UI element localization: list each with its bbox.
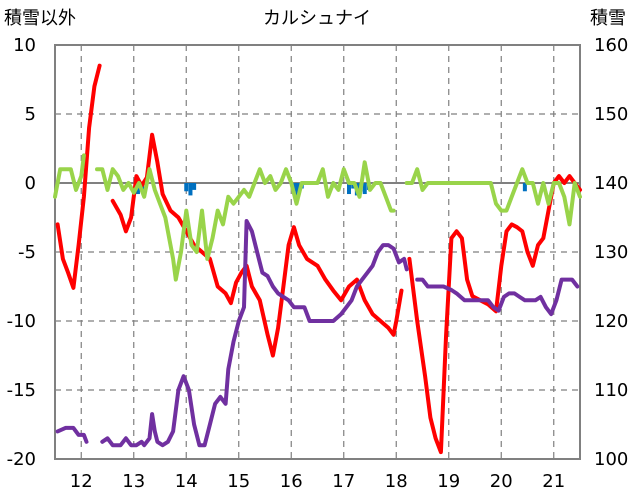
y-tick-label-right: 160 — [594, 35, 628, 56]
x-tick-label: 12 — [70, 471, 93, 492]
series-line-2 — [53, 153, 86, 199]
x-tick-label: 15 — [227, 471, 250, 492]
snow-bar — [347, 183, 351, 195]
x-tick-label: 19 — [437, 471, 460, 492]
left-axis-label: 積雪以外 — [4, 8, 76, 29]
plot-area-frame — [54, 44, 581, 460]
x-tick-label: 21 — [542, 471, 565, 492]
series-line-2 — [404, 167, 582, 227]
series-line-1 — [55, 63, 102, 290]
x-tick-label: 13 — [122, 471, 145, 492]
snow-bar — [188, 183, 193, 196]
series-line-1 — [407, 174, 582, 455]
snow-bar — [351, 183, 356, 189]
y-tick-label-right: 150 — [594, 104, 628, 125]
y-tick-label-left: -5 — [18, 242, 36, 263]
y-tick-label-right: 130 — [594, 242, 628, 263]
chart-title: カルシュナイ — [263, 8, 371, 29]
series-line-3 — [415, 277, 580, 317]
x-tick-label: 16 — [280, 471, 303, 492]
x-tick-label: 18 — [385, 471, 408, 492]
snow-bar — [184, 183, 189, 192]
y-tick-label-right: 100 — [594, 449, 628, 470]
snow-bar — [522, 183, 527, 192]
y-tick-label-left: 5 — [25, 104, 36, 125]
y-tick-label-right: 110 — [594, 380, 628, 401]
snow-bar — [362, 183, 367, 195]
y-tick-label-left: -15 — [7, 380, 36, 401]
grid-lines — [55, 45, 580, 459]
snow-bar — [192, 183, 197, 190]
y-tick-label-left: 10 — [13, 35, 36, 56]
series-line-3 — [55, 425, 89, 444]
tick-labels: 12 13 14 15 16 17 18 19 20 21 10 5 0 -5 -10 -15 -20 160 15… — [7, 35, 629, 492]
x-tick-label: 14 — [175, 471, 198, 492]
x-tick-label: 17 — [332, 471, 355, 492]
x-tick-label: 20 — [490, 471, 513, 492]
y-tick-label-left: 0 — [25, 173, 36, 194]
series-lines — [53, 63, 582, 455]
snow-bar — [295, 183, 300, 196]
y-tick-label-right: 140 — [594, 173, 628, 194]
y-tick-label-left: -10 — [7, 311, 36, 332]
y-tick-label-right: 120 — [594, 311, 628, 332]
series-line-1 — [110, 132, 404, 358]
y-tick-label-left: -20 — [7, 449, 36, 470]
series-line-3 — [100, 219, 409, 448]
right-axis-label: 積雪 — [590, 8, 626, 29]
series-line-2 — [95, 160, 396, 282]
